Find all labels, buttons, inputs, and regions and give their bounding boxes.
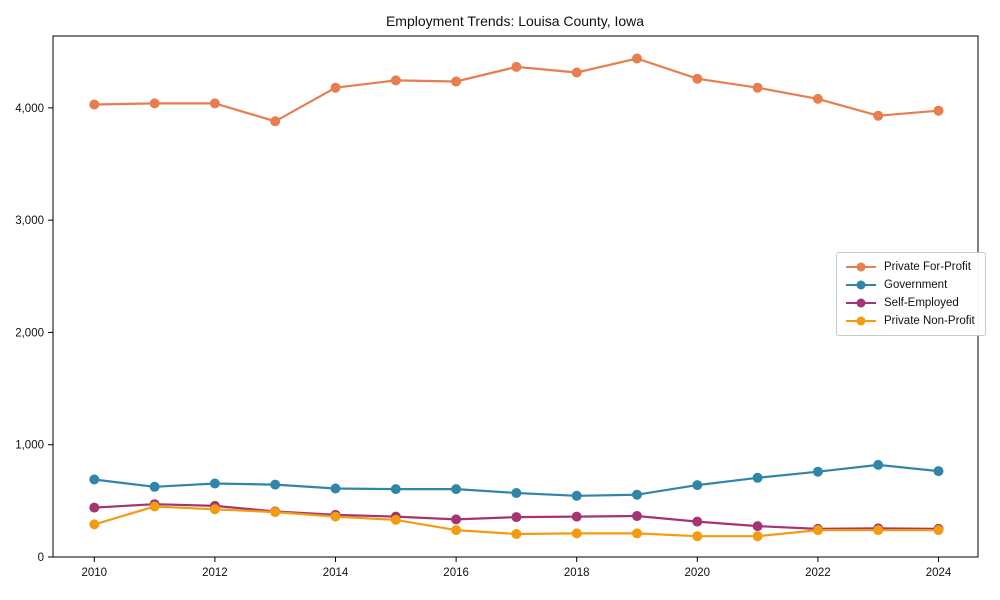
data-point-government — [330, 483, 341, 494]
x-tick-label: 2010 — [82, 567, 108, 579]
x-tick-label: 2014 — [323, 567, 349, 579]
data-point-government — [692, 480, 703, 491]
data-point-private-for-profit — [89, 99, 100, 110]
data-point-government — [511, 488, 522, 498]
data-point-private-non-profit — [330, 511, 341, 522]
x-tick-label: 2012 — [202, 567, 228, 579]
data-point-private-non-profit — [511, 529, 522, 539]
y-tick-label: 0 — [38, 552, 44, 564]
data-point-private-for-profit — [270, 116, 281, 127]
legend-label: Private For-Profit — [884, 261, 971, 273]
data-point-private-non-profit — [451, 525, 462, 536]
x-tick-label: 2018 — [564, 567, 590, 579]
x-tick-label: 2016 — [443, 567, 469, 579]
y-tick-label: 3,000 — [15, 215, 44, 227]
data-point-private-non-profit — [752, 531, 763, 542]
legend: Private For-Profit Government Self-Employe… — [836, 252, 986, 336]
data-point-government — [571, 490, 582, 501]
legend-item-private-for-profit: Private For-Profit — [846, 261, 975, 273]
data-point-self-employed — [571, 511, 582, 522]
data-point-government — [89, 474, 100, 485]
legend-swatch-icon — [846, 262, 876, 272]
data-point-government — [873, 459, 884, 470]
legend-label: Government — [884, 279, 948, 291]
data-point-self-employed — [511, 512, 522, 523]
data-point-government — [209, 478, 220, 489]
legend-label: Private Non-Profit — [884, 315, 975, 327]
data-point-private-for-profit — [390, 75, 401, 86]
data-point-private-for-profit — [511, 61, 522, 72]
data-point-private-for-profit — [632, 53, 642, 64]
data-point-government — [149, 481, 160, 492]
data-point-government — [632, 489, 642, 500]
data-point-private-for-profit — [571, 67, 582, 78]
legend-swatch-icon — [846, 280, 876, 290]
data-point-self-employed — [692, 516, 703, 527]
data-point-private-for-profit — [451, 76, 462, 87]
data-point-private-non-profit — [89, 519, 100, 530]
data-point-self-employed — [451, 514, 462, 525]
data-point-private-non-profit — [571, 528, 582, 539]
data-point-self-employed — [89, 502, 100, 513]
y-tick-label: 1,000 — [15, 440, 44, 452]
data-point-private-for-profit — [933, 105, 944, 116]
x-tick-label: 2024 — [926, 567, 952, 579]
legend-item-private-non-profit: Private Non-Profit — [846, 315, 975, 327]
data-point-private-for-profit — [692, 73, 703, 84]
data-point-private-for-profit — [330, 82, 341, 93]
data-point-private-for-profit — [812, 93, 823, 104]
data-point-private-non-profit — [632, 528, 642, 539]
data-point-private-non-profit — [149, 501, 160, 512]
data-point-government — [752, 472, 763, 483]
legend-item-self-employed: Self-Employed — [846, 297, 975, 309]
data-point-private-non-profit — [812, 525, 823, 536]
data-point-private-non-profit — [692, 531, 703, 542]
x-tick-label: 2022 — [805, 567, 831, 579]
data-point-government — [933, 466, 944, 477]
legend-item-government: Government — [846, 279, 975, 291]
data-point-private-non-profit — [390, 514, 401, 525]
legend-label: Self-Employed — [884, 297, 959, 309]
data-point-private-non-profit — [209, 504, 220, 515]
data-point-private-non-profit — [873, 525, 884, 536]
data-point-private-for-profit — [752, 82, 763, 93]
data-point-self-employed — [752, 521, 763, 532]
data-point-government — [270, 479, 281, 490]
x-tick-label: 2020 — [685, 567, 711, 579]
data-point-government — [451, 484, 462, 495]
y-tick-label: 2,000 — [15, 327, 44, 339]
data-point-government — [390, 484, 401, 495]
data-point-private-for-profit — [149, 98, 160, 109]
legend-swatch-icon — [846, 316, 876, 326]
data-point-self-employed — [632, 511, 642, 521]
data-point-private-for-profit — [873, 110, 884, 121]
data-point-government — [812, 466, 823, 477]
y-tick-label: 4,000 — [15, 103, 44, 115]
data-point-private-for-profit — [209, 98, 220, 109]
data-point-private-non-profit — [933, 525, 944, 536]
data-point-private-non-profit — [270, 507, 281, 518]
chart-title: Employment Trends: Louisa County, Iowa — [385, 13, 645, 29]
legend-swatch-icon — [846, 298, 876, 308]
